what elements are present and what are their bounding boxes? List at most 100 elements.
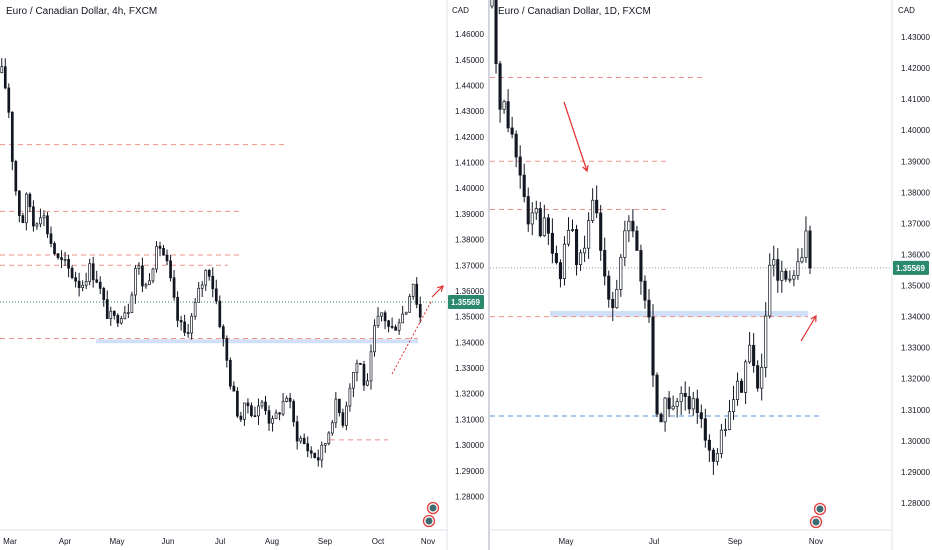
candle-body bbox=[359, 363, 362, 365]
candle-body bbox=[699, 412, 703, 420]
candle-body bbox=[345, 405, 348, 426]
candle-body bbox=[81, 284, 84, 289]
candle-body bbox=[788, 278, 792, 281]
candle-body bbox=[25, 193, 28, 224]
candle-body bbox=[63, 259, 67, 261]
candle-body bbox=[334, 398, 338, 424]
annotation-arrow[interactable] bbox=[431, 285, 444, 298]
support-zone[interactable] bbox=[550, 310, 808, 317]
candle-body bbox=[228, 359, 232, 387]
candle-body bbox=[735, 380, 740, 400]
candle-body bbox=[514, 133, 518, 158]
candle-body bbox=[214, 288, 218, 302]
candle-body bbox=[731, 399, 736, 412]
candle-body bbox=[744, 361, 748, 393]
candle-body bbox=[88, 263, 92, 282]
y-tick-label: 1.41000 bbox=[455, 159, 484, 168]
support-zone[interactable] bbox=[96, 339, 418, 344]
candle-body bbox=[327, 432, 331, 444]
right-chart-panel[interactable]: 1.28000 1.29000 1.30000 1.31000 1.32000 1.330… bbox=[489, 0, 932, 550]
candle-body bbox=[260, 401, 264, 407]
candle-body bbox=[707, 439, 711, 451]
candle-body bbox=[271, 418, 274, 424]
candle-body bbox=[647, 299, 651, 318]
candle-body bbox=[401, 313, 405, 324]
candle-body bbox=[675, 401, 679, 407]
candle-body bbox=[46, 215, 49, 235]
candle-body bbox=[748, 344, 752, 363]
candle-body bbox=[727, 411, 732, 431]
candle-body bbox=[3, 66, 7, 89]
candle-body bbox=[169, 260, 172, 279]
x-tick-label: Nov bbox=[809, 537, 823, 546]
candle-body bbox=[506, 101, 510, 129]
candle-body bbox=[28, 193, 32, 208]
candle-body bbox=[408, 296, 412, 313]
y-tick-label: 1.39000 bbox=[901, 157, 930, 166]
candle-body bbox=[756, 365, 760, 389]
y-tick-label: 1.34000 bbox=[455, 338, 484, 347]
annotation-arrow[interactable] bbox=[800, 315, 817, 342]
candle-body bbox=[105, 299, 109, 320]
candle-body bbox=[306, 443, 310, 452]
y-tick-label: 1.43000 bbox=[455, 107, 484, 116]
y-tick-label: 1.30000 bbox=[455, 441, 484, 450]
candle-body bbox=[186, 332, 190, 334]
left-chart-panel[interactable]: 1.28000 1.29000 1.30000 1.31000 1.32000 1.330… bbox=[0, 0, 489, 550]
candle-body bbox=[253, 415, 257, 418]
candle-body bbox=[607, 275, 611, 300]
y-tick-label: 1.40000 bbox=[901, 126, 930, 135]
candle-body bbox=[780, 270, 784, 281]
candle-body bbox=[193, 301, 197, 317]
candle-body bbox=[295, 421, 299, 442]
candle-body bbox=[369, 351, 373, 382]
candle-body bbox=[172, 277, 176, 298]
candle-body bbox=[278, 412, 281, 415]
candle-body bbox=[141, 265, 144, 287]
candle-body bbox=[587, 220, 591, 249]
y-tick-label: 1.32000 bbox=[901, 375, 930, 384]
trend-line[interactable] bbox=[391, 299, 433, 375]
candle-body bbox=[394, 326, 397, 331]
candle-body bbox=[380, 312, 383, 317]
candle-body bbox=[679, 393, 683, 402]
candle-body bbox=[534, 208, 538, 214]
candle-body bbox=[218, 300, 222, 328]
candle-body bbox=[341, 412, 345, 426]
candle-body bbox=[144, 284, 148, 287]
candle-body bbox=[53, 243, 56, 255]
candle-body bbox=[558, 262, 562, 280]
candle-body bbox=[32, 206, 35, 227]
candle-body bbox=[352, 372, 355, 389]
candle-body bbox=[599, 212, 603, 251]
candle-body bbox=[595, 199, 599, 214]
candle-body bbox=[639, 250, 643, 282]
x-tick-label: Sep bbox=[728, 537, 743, 546]
candle-body bbox=[570, 229, 575, 231]
candle-body bbox=[530, 212, 534, 225]
candle-body bbox=[179, 320, 183, 323]
candle-body bbox=[137, 265, 141, 269]
candle-body bbox=[498, 63, 502, 110]
candle-body bbox=[631, 220, 635, 232]
candle-body bbox=[404, 311, 408, 315]
candle-body bbox=[246, 402, 250, 407]
candle-body bbox=[611, 298, 615, 309]
x-tick-label: Nov bbox=[421, 537, 435, 546]
candle-body bbox=[415, 283, 419, 305]
candle-body bbox=[7, 87, 11, 113]
y-tick-label: 1.29000 bbox=[901, 468, 930, 477]
event-icon-dot bbox=[425, 517, 433, 525]
candle-body bbox=[176, 296, 179, 321]
currency-label: CAD bbox=[452, 6, 469, 15]
candle-body bbox=[546, 217, 550, 234]
annotation-arrow[interactable] bbox=[563, 101, 588, 172]
candle-body bbox=[151, 268, 155, 282]
candle-body bbox=[49, 233, 53, 244]
left-chart[interactable]: 1.28000 1.29000 1.30000 1.31000 1.32000 1.330… bbox=[0, 0, 489, 550]
right-chart[interactable]: 1.28000 1.29000 1.30000 1.31000 1.32000 1.330… bbox=[490, 0, 932, 550]
y-tick-label: 1.36000 bbox=[455, 287, 484, 296]
candle-body bbox=[522, 174, 526, 197]
candle-body bbox=[635, 230, 639, 251]
candle-body bbox=[112, 310, 116, 316]
